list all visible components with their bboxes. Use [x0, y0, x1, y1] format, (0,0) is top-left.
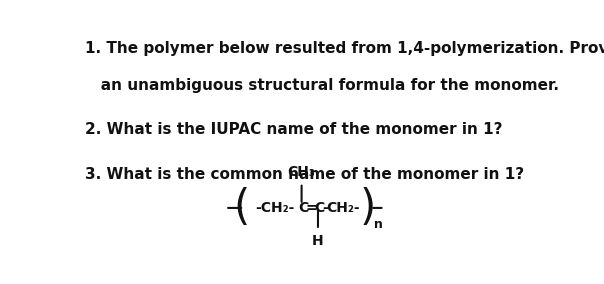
Text: n: n — [374, 218, 382, 231]
Text: -CH₂-: -CH₂- — [255, 201, 295, 215]
Text: 2. What is the IUPAC name of the monomer in 1?: 2. What is the IUPAC name of the monomer… — [85, 122, 503, 137]
Text: H: H — [312, 234, 324, 248]
Text: an unambiguous structural formula for the monomer.: an unambiguous structural formula for th… — [85, 78, 559, 93]
Text: (: ( — [234, 187, 250, 229]
Text: CH₃: CH₃ — [288, 165, 315, 179]
Text: 1. The polymer below resulted from 1,4-polymerization. Provide: 1. The polymer below resulted from 1,4-p… — [85, 41, 604, 56]
Text: ): ) — [360, 187, 376, 229]
Text: C: C — [314, 201, 324, 215]
Text: =: = — [306, 201, 318, 215]
Text: -: - — [322, 201, 328, 215]
Text: CH₂-: CH₂- — [326, 201, 359, 215]
Text: 3. What is the common name of the monomer in 1?: 3. What is the common name of the monome… — [85, 168, 524, 183]
Text: C: C — [298, 201, 308, 215]
